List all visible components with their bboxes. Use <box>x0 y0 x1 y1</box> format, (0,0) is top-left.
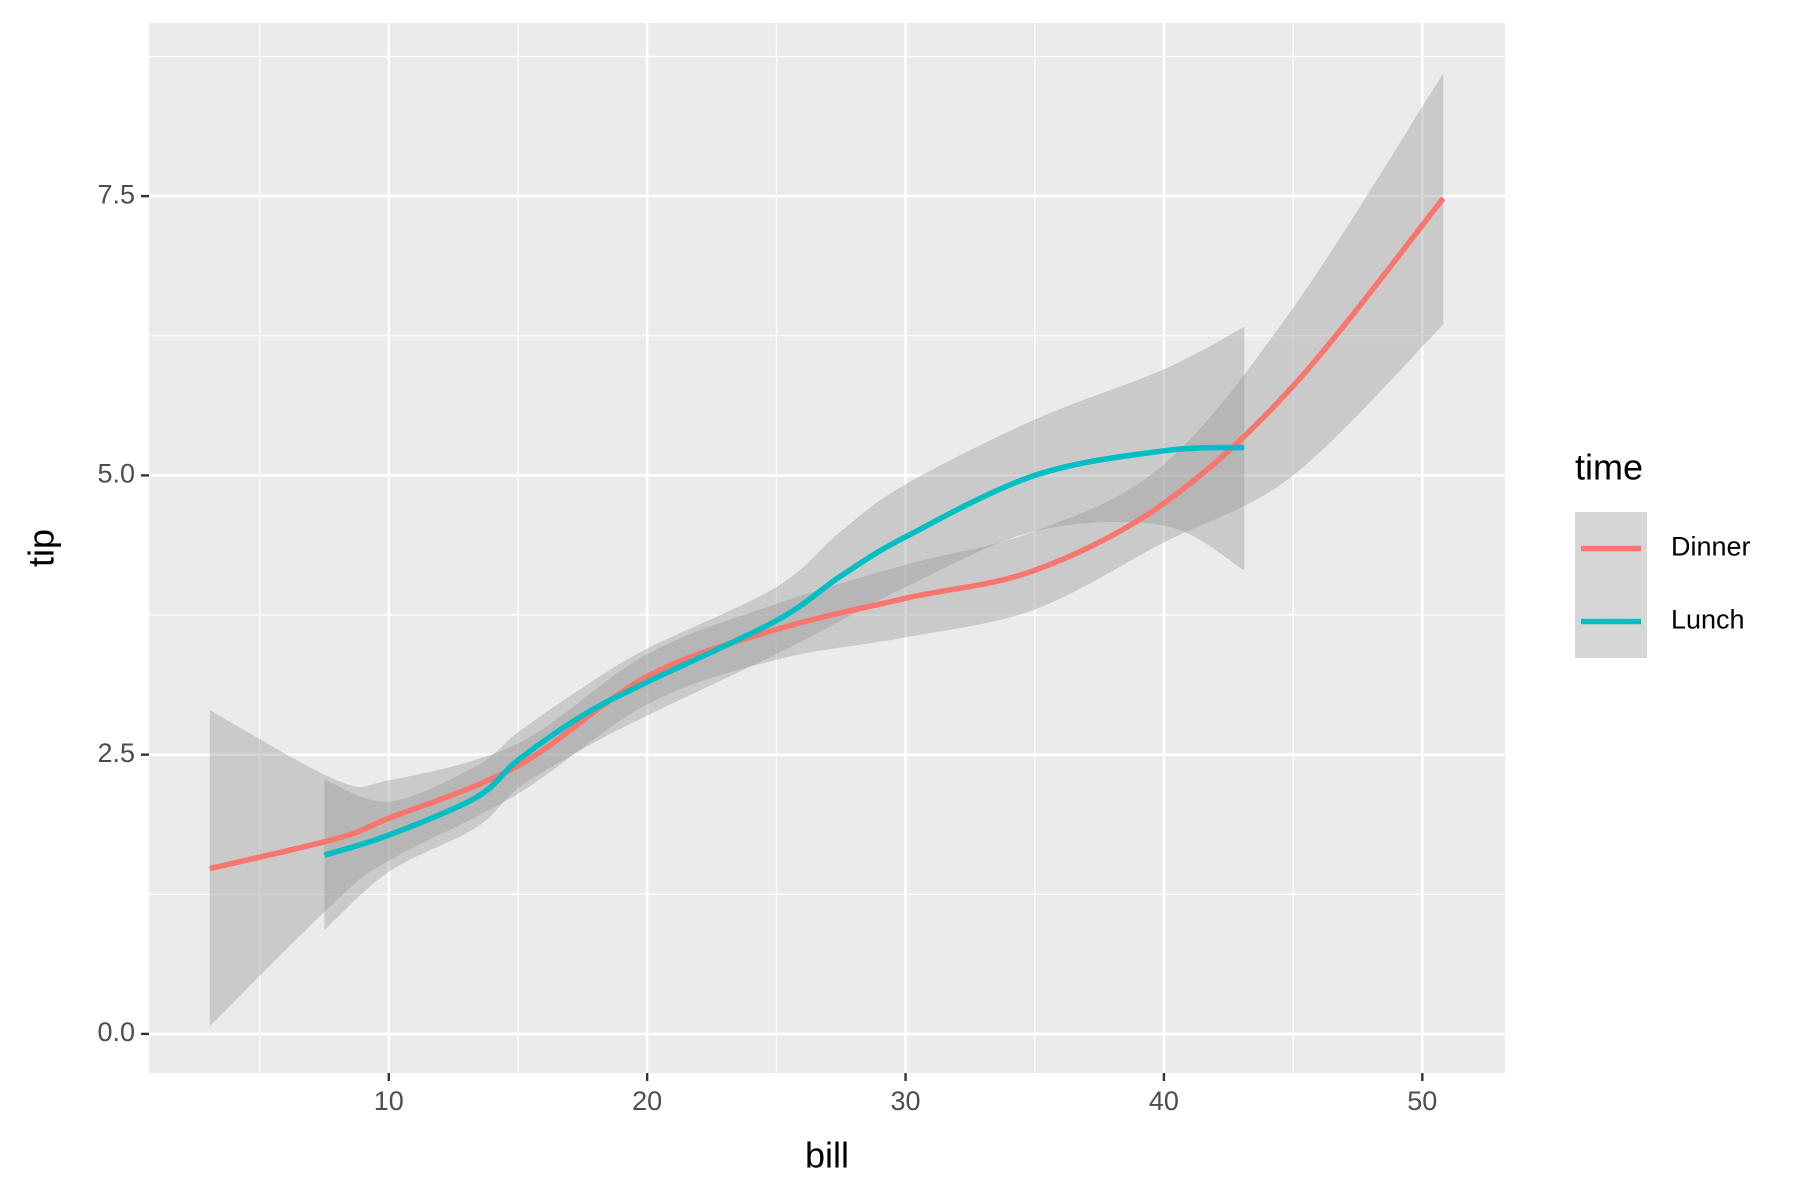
x-tick-label: 10 <box>374 1086 404 1116</box>
legend-title: time <box>1575 447 1643 488</box>
smooth-line <box>209 196 1446 872</box>
x-tick-label: 40 <box>1149 1086 1179 1116</box>
x-tick-label: 50 <box>1407 1086 1437 1116</box>
y-tick-label: 2.5 <box>97 738 135 768</box>
y-axis-title: tip <box>21 529 62 567</box>
legend-label: Lunch <box>1671 605 1745 635</box>
smooth-line <box>323 444 1245 858</box>
panel <box>149 23 1505 1073</box>
legend-label: Dinner <box>1671 532 1751 562</box>
y-tick-label: 5.0 <box>97 459 135 489</box>
y-tick-label: 0.0 <box>97 1017 135 1047</box>
legend: time Dinner Lunch <box>1575 447 1751 658</box>
x-tick-label: 30 <box>891 1086 921 1116</box>
x-tick-label: 20 <box>632 1086 662 1116</box>
confidence-band <box>209 73 1444 1027</box>
axes: 10 20 30 40 50 0.0 2.5 5.0 7.5 <box>97 179 1437 1116</box>
y-tick-label: 7.5 <box>97 179 135 209</box>
grid <box>149 23 1505 1073</box>
lines <box>209 196 1446 872</box>
x-axis-title: bill <box>805 1135 849 1176</box>
